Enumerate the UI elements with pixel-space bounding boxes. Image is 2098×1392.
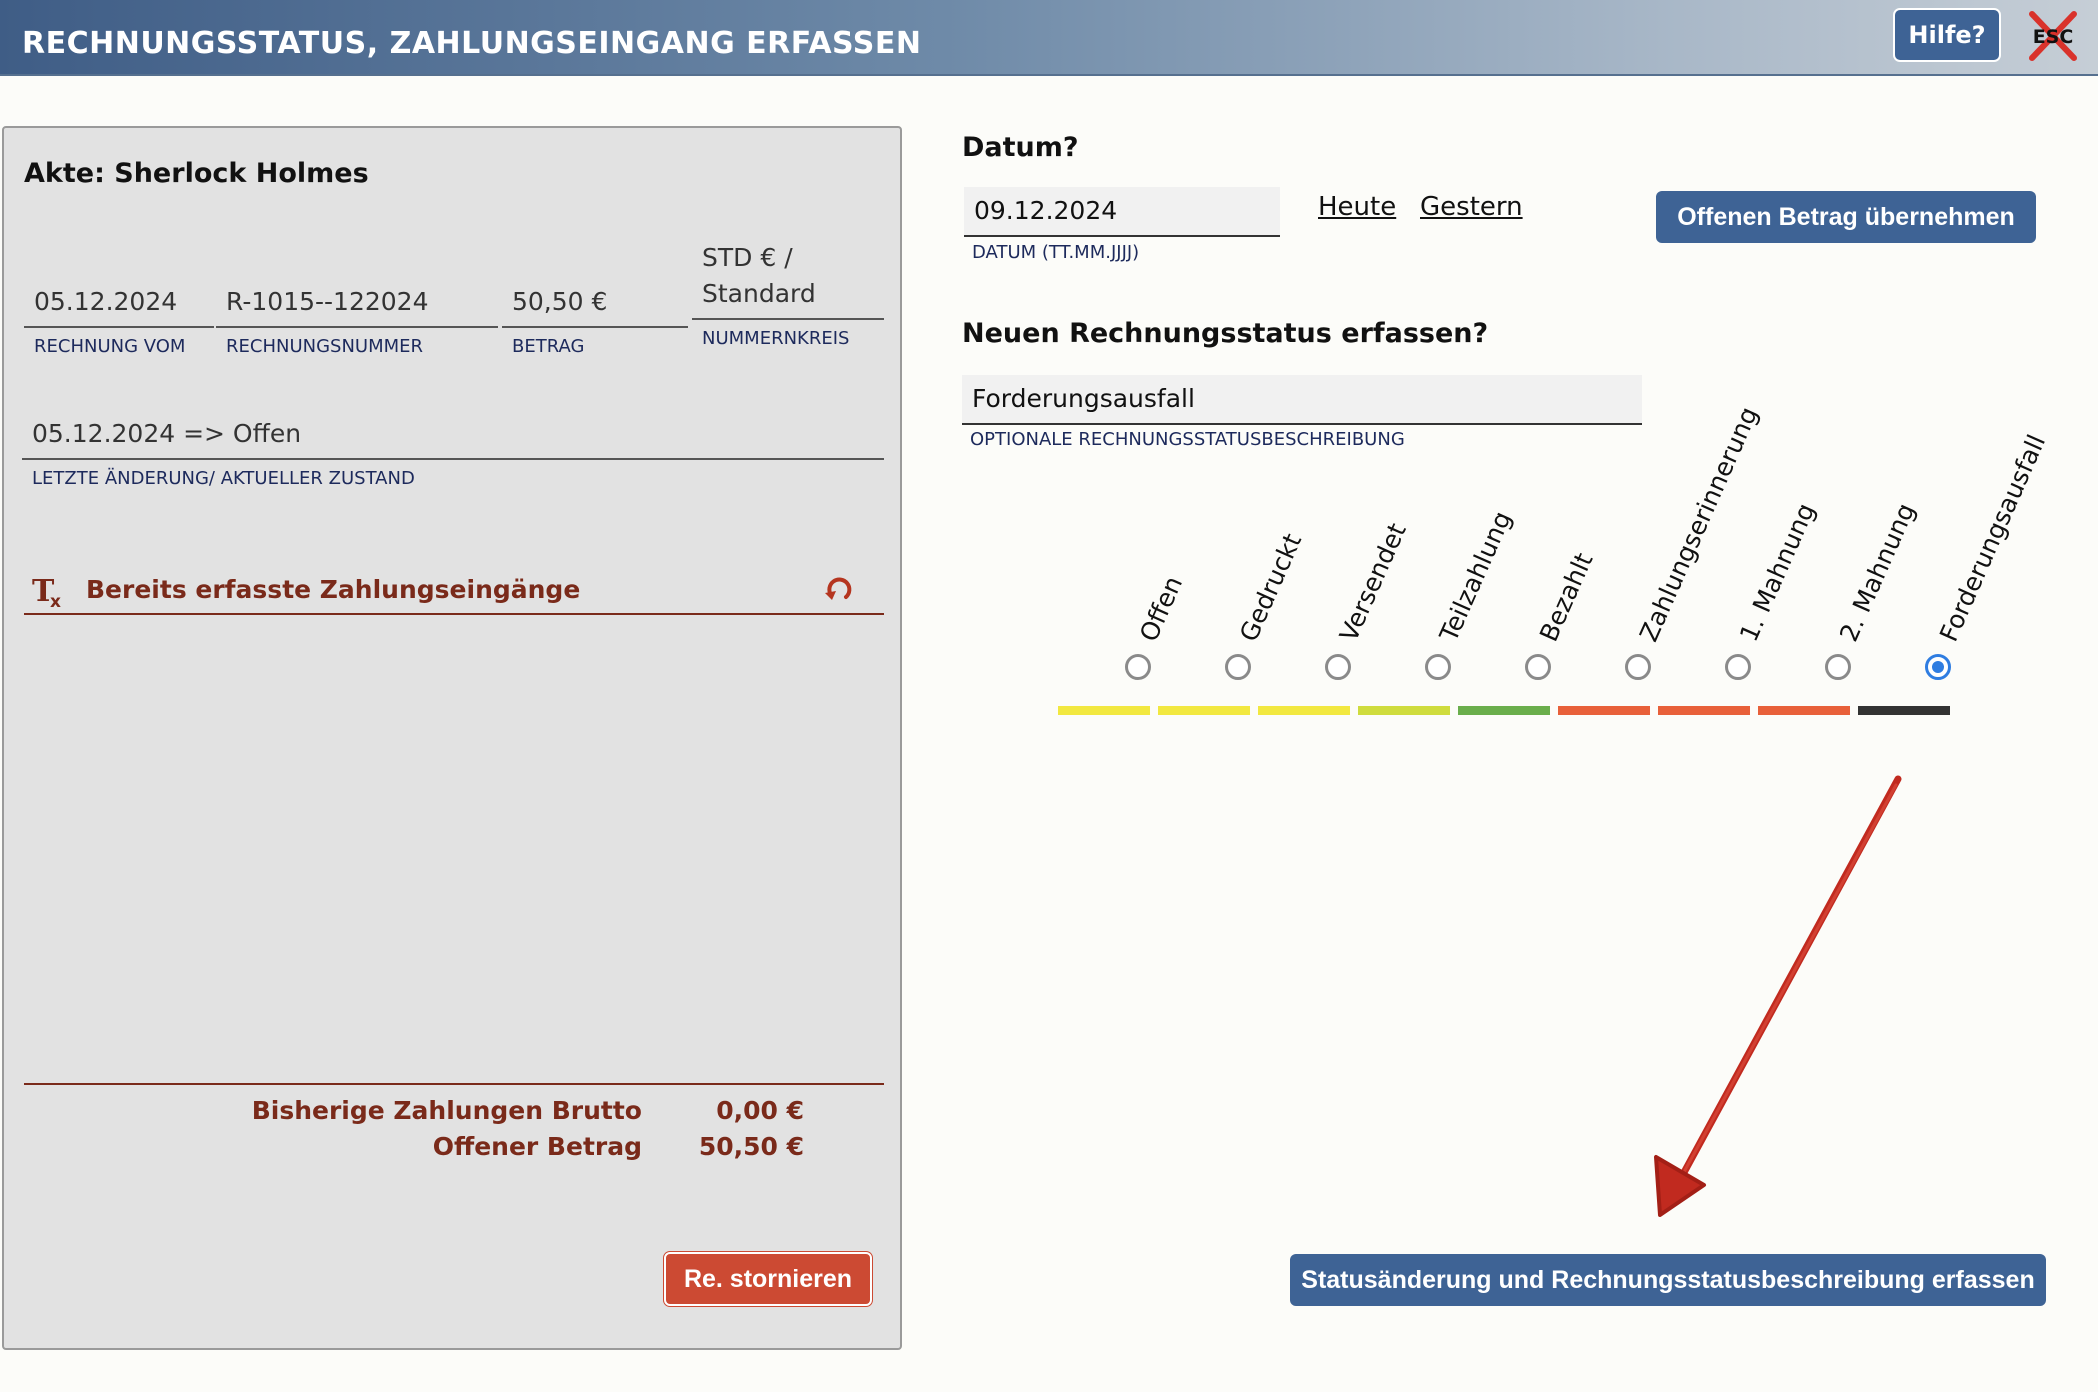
status-radio-1-mahnung[interactable] — [1725, 654, 1751, 680]
storno-button[interactable]: Re. stornieren — [664, 1252, 872, 1306]
status-color-bar-teilzahlung — [1358, 706, 1450, 715]
status-color-bar-1-mahnung — [1658, 706, 1750, 715]
offenen-betrag-uebernehmen-button[interactable]: Offenen Betrag übernehmen — [1656, 191, 2036, 243]
rechnung-vom-label: RECHNUNG VOM — [34, 336, 186, 357]
heute-link[interactable]: Heute — [1318, 192, 1397, 222]
esc-label: ESC — [2032, 26, 2074, 48]
status-radio-bezahlt[interactable] — [1525, 654, 1551, 680]
status-radio-versendet[interactable] — [1325, 654, 1351, 680]
status-radio-zahlungserinnerung[interactable] — [1625, 654, 1651, 680]
status-radio-2-mahnung[interactable] — [1825, 654, 1851, 680]
summary-divider — [24, 1083, 884, 1085]
close-icon — [2029, 11, 2077, 61]
help-button[interactable]: Hilfe? — [1893, 8, 2001, 62]
bisherige-zahlungen-value: 0,00 € — [716, 1096, 804, 1125]
rechnungsnummer-field: R-1015--122024 RECHNUNGSNUMMER — [216, 240, 498, 357]
status-option-label-forderungsausfall: Forderungsausfall — [1934, 430, 2052, 646]
status-beschreibung-input[interactable]: Forderungsausfall — [962, 375, 1642, 425]
status-option-label-bezahlt: Bezahlt — [1534, 548, 1599, 646]
clear-format-icon: T x — [32, 574, 61, 609]
nummernkreis-value-line1: STD € / — [702, 243, 793, 272]
status-color-bar-forderungsausfall — [1858, 706, 1950, 715]
status-option-label-teilzahlung: Teilzahlung — [1434, 506, 1518, 646]
datum-input[interactable]: 09.12.2024 — [964, 187, 1280, 237]
rechnungsnummer-value: R-1015--122024 — [216, 240, 498, 328]
status-radio-gedruckt[interactable] — [1225, 654, 1251, 680]
status-radio-offen[interactable] — [1125, 654, 1151, 680]
status-erfassen-button[interactable]: Statusänderung und Rechnungsstatusbeschr… — [1290, 1254, 2046, 1306]
akte-panel: Akte: Sherlock Holmes 05.12.2024 RECHNUN… — [2, 126, 902, 1350]
zustand-field: 05.12.2024 => Offen LETZTE ÄNDERUNG/ AKT… — [22, 416, 884, 489]
title-bar: RECHNUNGSSTATUS, ZAHLUNGSEINGANG ERFASSE… — [0, 0, 2098, 76]
status-option-label-1-mahnung: 1. Mahnung — [1734, 498, 1821, 646]
status-option-label-versendet: Versendet — [1334, 518, 1412, 646]
rechnung-vom-field: 05.12.2024 RECHNUNG VOM — [24, 240, 214, 357]
offener-betrag-value: 50,50 € — [698, 1132, 804, 1161]
status-beschreibung-label: OPTIONALE RECHNUNGSSTATUSBESCHREIBUNG — [970, 429, 1405, 450]
nummernkreis-value-line2: Standard — [702, 279, 816, 308]
nummernkreis-value: STD € / Standard — [692, 240, 884, 320]
nummernkreis-label: NUMMERNKREIS — [702, 328, 850, 349]
status-color-bar-zahlungserinnerung — [1558, 706, 1650, 715]
akte-title: Akte: Sherlock Holmes — [24, 158, 369, 189]
status-color-bar-2-mahnung — [1758, 706, 1850, 715]
rechnungsnummer-label: RECHNUNGSNUMMER — [226, 336, 424, 357]
refresh-icon[interactable] — [822, 575, 854, 607]
svg-text:x: x — [50, 592, 61, 609]
esc-close-button[interactable]: ESC — [2026, 10, 2080, 62]
nummernkreis-field: STD € / Standard NUMMERNKREIS — [692, 240, 884, 349]
betrag-field: 50,50 € BETRAG — [502, 240, 688, 357]
betrag-label: BETRAG — [512, 336, 585, 357]
status-radio-forderungsausfall[interactable] — [1925, 654, 1951, 680]
status-radio-teilzahlung[interactable] — [1425, 654, 1451, 680]
betrag-value: 50,50 € — [502, 240, 688, 328]
status-color-bar-offen — [1058, 706, 1150, 715]
rechnung-vom-value: 05.12.2024 — [24, 240, 214, 328]
status-color-bar-gedruckt — [1158, 706, 1250, 715]
status-color-bar-bezahlt — [1458, 706, 1550, 715]
gestern-link[interactable]: Gestern — [1420, 192, 1523, 222]
zustand-label: LETZTE ÄNDERUNG/ AKTUELLER ZUSTAND — [32, 468, 415, 489]
hint-arrow-icon — [1654, 775, 1902, 1217]
datum-label: DATUM (TT.MM.JJJJ) — [972, 242, 1140, 263]
status-option-label-2-mahnung: 2. Mahnung — [1834, 498, 1921, 646]
window-title: RECHNUNGSSTATUS, ZAHLUNGSEINGANG ERFASSE… — [22, 26, 922, 61]
status-title: Neuen Rechnungsstatus erfassen? — [962, 318, 1489, 349]
bisherige-zahlungen-label: Bisherige Zahlungen Brutto — [251, 1096, 642, 1125]
datum-title: Datum? — [962, 132, 1079, 163]
zahlungseingaenge-title: Bereits erfasste Zahlungseingänge — [86, 575, 581, 604]
zustand-value: 05.12.2024 => Offen — [22, 416, 884, 460]
offener-betrag-label: Offener Betrag — [432, 1132, 642, 1161]
status-color-bar-versendet — [1258, 706, 1350, 715]
status-option-label-gedruckt: Gedruckt — [1234, 529, 1308, 646]
status-option-label-offen: Offen — [1134, 571, 1189, 646]
zahlungseingaenge-header: T x Bereits erfasste Zahlungseingänge — [24, 573, 884, 615]
svg-text:T: T — [32, 574, 55, 609]
